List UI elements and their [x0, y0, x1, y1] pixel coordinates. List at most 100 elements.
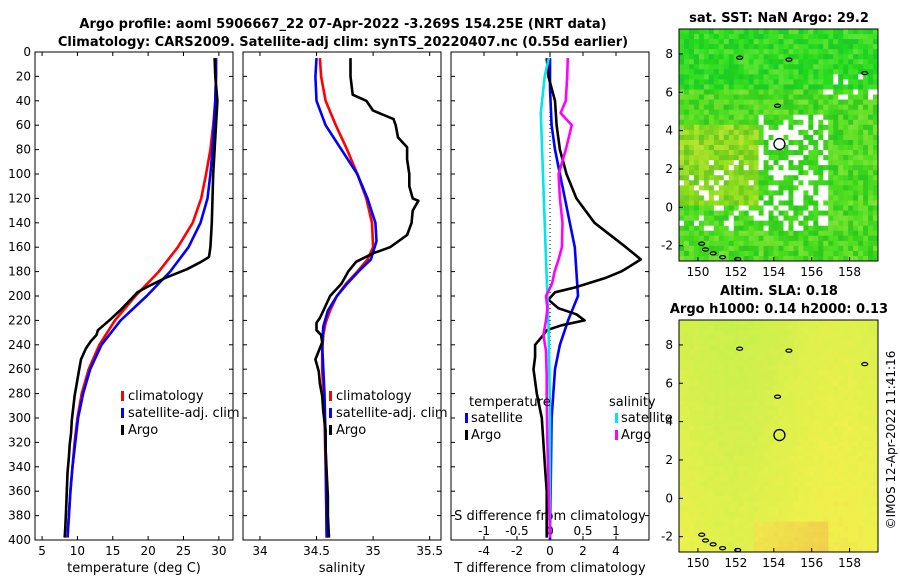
map-cell [683, 170, 690, 176]
map-cell [868, 104, 874, 111]
map-cell [758, 34, 764, 40]
map-cell [718, 430, 725, 437]
map-cell [713, 400, 720, 407]
map-cell [703, 516, 710, 523]
map-cell [788, 205, 794, 211]
map-cell [679, 481, 685, 487]
map-cell [873, 531, 879, 538]
map-cell [728, 471, 735, 477]
map-cell [693, 330, 700, 336]
map-cell [833, 511, 839, 518]
map-cell [808, 350, 814, 356]
map-cell [793, 145, 799, 151]
map-cell [858, 139, 864, 146]
map-cell [738, 546, 745, 553]
map-cell [733, 335, 740, 341]
map-cell [713, 471, 720, 477]
map-cell [788, 415, 794, 422]
map-cell [803, 415, 809, 422]
map-cell [723, 516, 730, 523]
map-cell [753, 491, 760, 497]
map-cell [778, 390, 784, 397]
map-cell [813, 89, 819, 95]
map-cell [873, 129, 879, 136]
map-cell [708, 325, 715, 331]
legend-swatch [615, 430, 618, 440]
map-cell [733, 215, 740, 222]
island-outline [785, 348, 793, 353]
map-cell [858, 165, 864, 171]
map-cell [863, 180, 869, 186]
map-cell [788, 430, 794, 437]
temperature-panel: 0204060801001201401601802002202402602803… [8, 45, 240, 576]
map-cell [768, 69, 774, 75]
map-cell [788, 94, 794, 101]
map-cell [683, 200, 690, 206]
legend-title-salinity: salinity [609, 395, 656, 410]
map-cell [858, 215, 864, 222]
map-cell [698, 109, 705, 116]
map-cell [828, 325, 834, 331]
map-cell [758, 345, 764, 351]
map-cell [828, 320, 834, 326]
map-cell [723, 481, 730, 487]
map-cell [798, 29, 804, 35]
map-cell [768, 420, 774, 427]
map-cell [718, 476, 725, 482]
map-cell [738, 150, 745, 156]
map-cell [713, 385, 720, 392]
map-cell [743, 415, 750, 422]
map-cell [853, 390, 859, 397]
map-cell [688, 471, 695, 477]
map-cell [868, 205, 874, 211]
map-cell [718, 531, 725, 538]
map-cell [793, 104, 799, 111]
map-cell [768, 74, 774, 80]
map-cell [783, 94, 789, 101]
map-cell [748, 79, 755, 85]
map-cell [808, 99, 814, 106]
map-cell [738, 170, 745, 176]
map-cell [758, 139, 764, 146]
map-cell [833, 531, 839, 538]
map-cell [808, 360, 814, 366]
map-cell [853, 139, 859, 146]
map-cell [713, 230, 720, 237]
map-cell [713, 370, 720, 376]
map-cell [843, 165, 849, 171]
map-cell [818, 165, 824, 171]
map-cell [788, 506, 794, 513]
map-cell [733, 240, 740, 247]
map-cell [843, 235, 849, 242]
map-cell [743, 425, 750, 432]
y-tick-label: 100 [8, 167, 31, 181]
map-cell [693, 59, 700, 65]
map-cell [708, 511, 715, 518]
map-cell [713, 436, 720, 442]
map-cell [723, 160, 730, 166]
map-cell [768, 370, 774, 376]
map-cell [833, 405, 839, 412]
map-cell [853, 220, 859, 227]
map-cell [683, 375, 690, 381]
map-cell [753, 49, 760, 55]
map-cell [848, 481, 854, 487]
map-cell [793, 255, 799, 262]
map-cell [693, 250, 700, 257]
map-cell [853, 175, 859, 181]
map-cell [688, 180, 695, 186]
map-cell [693, 541, 700, 548]
map-cell [738, 481, 745, 487]
map-cell [778, 461, 784, 467]
map-cell [778, 235, 784, 242]
map-cell [853, 521, 859, 528]
map-cell [853, 195, 859, 201]
map-cell [683, 155, 690, 161]
map-cell [713, 390, 720, 397]
map-cell [813, 255, 819, 262]
map-cell [853, 134, 859, 141]
map-cell [748, 496, 755, 502]
map-cell [703, 456, 710, 462]
map-cell [783, 390, 789, 397]
map-cell [728, 491, 735, 497]
